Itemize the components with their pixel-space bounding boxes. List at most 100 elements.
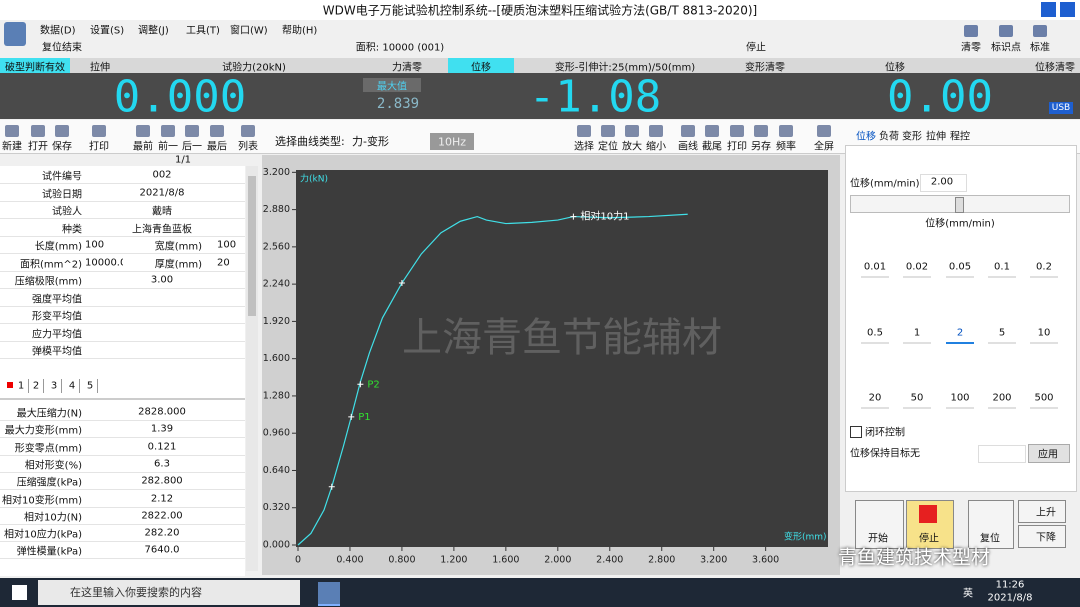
tool-button[interactable]: 另存: [751, 141, 771, 153]
channel-label[interactable]: 变形-引伸计:25(mm)/50(mm): [554, 62, 696, 74]
toolbar-button[interactable]: 保存: [52, 141, 72, 153]
tool-icon[interactable]: [964, 25, 978, 37]
speed-preset[interactable]: 2: [956, 327, 964, 339]
tool-button[interactable]: 画线: [678, 141, 698, 153]
channel-label[interactable]: 位移清零: [1035, 62, 1075, 74]
start-button[interactable]: [855, 500, 904, 549]
tool-button[interactable]: 打印: [727, 141, 747, 153]
result-tab[interactable]: 4: [68, 380, 76, 392]
toolbar-icon[interactable]: [185, 125, 199, 137]
toolbar-button[interactable]: 新建: [2, 141, 22, 153]
toolbar-icon[interactable]: [754, 125, 768, 137]
nav-button[interactable]: 最前: [133, 141, 153, 153]
control-tab[interactable]: 位移: [856, 131, 876, 143]
channel-label[interactable]: 试验力(20kN): [222, 62, 286, 74]
tool-icon[interactable]: [1033, 25, 1047, 37]
menu-item[interactable]: 帮助(H): [282, 25, 318, 37]
tool-button[interactable]: 频率: [776, 141, 796, 153]
nav-button[interactable]: 后一: [182, 141, 202, 153]
toolbar-icon[interactable]: [705, 125, 719, 137]
toolbar-button[interactable]: 打开: [28, 141, 48, 153]
start-button[interactable]: [12, 585, 27, 600]
toolbar-icon[interactable]: [779, 125, 793, 137]
toolbar-icon[interactable]: [92, 125, 106, 137]
speed-preset[interactable]: 0.02: [905, 261, 929, 273]
toolbar-button[interactable]: 打印: [89, 141, 109, 153]
apply-button[interactable]: [1028, 444, 1070, 463]
channel-label[interactable]: 力清零: [392, 62, 422, 74]
channel-label[interactable]: 位移: [885, 62, 905, 74]
channel-label[interactable]: 变形清零: [745, 62, 785, 74]
control-tab[interactable]: 拉伸: [926, 131, 946, 143]
speed-preset[interactable]: 50: [910, 392, 924, 404]
toolbar-icon[interactable]: [210, 125, 224, 137]
toolbar-icon[interactable]: [5, 125, 19, 137]
speed-preset[interactable]: 20: [868, 392, 882, 404]
tool-button[interactable]: 定位: [598, 141, 618, 153]
taskbar-app[interactable]: [318, 582, 340, 606]
up-button[interactable]: [1018, 500, 1066, 523]
toolbar-icon[interactable]: [649, 125, 663, 137]
slider[interactable]: [850, 195, 1070, 213]
loop-label[interactable]: 闭环控制: [865, 427, 905, 439]
menu-item[interactable]: 工具(T): [186, 25, 220, 37]
top-tool[interactable]: 标准: [1030, 42, 1050, 54]
top-tool[interactable]: 标识点: [991, 42, 1021, 54]
list-button[interactable]: 列表: [238, 141, 258, 153]
search-box[interactable]: [38, 580, 300, 605]
speed-preset[interactable]: 0.5: [867, 327, 883, 339]
toolbar-icon[interactable]: [55, 125, 69, 137]
result-tab[interactable]: 5: [86, 380, 94, 392]
channel-label[interactable]: 拉伸: [90, 62, 110, 74]
reset-button[interactable]: [968, 500, 1014, 549]
nav-button[interactable]: 前一: [158, 141, 178, 153]
tool-button[interactable]: 选择: [574, 141, 594, 153]
speed-preset[interactable]: 10: [1037, 327, 1051, 339]
tool-icon[interactable]: [999, 25, 1013, 37]
menu-item[interactable]: 数据(D): [40, 25, 76, 37]
control-tab[interactable]: 程控: [950, 131, 970, 143]
result-tab[interactable]: 1: [17, 380, 25, 392]
scrollbar[interactable]: [246, 166, 258, 571]
speed-preset[interactable]: 0.2: [1036, 261, 1052, 273]
toolbar-icon[interactable]: [625, 125, 639, 137]
toolbar-icon[interactable]: [577, 125, 591, 137]
speed-preset[interactable]: 0.1: [994, 261, 1010, 273]
curve-type[interactable]: 力-变形: [352, 135, 389, 148]
loop-checkbox[interactable]: [850, 426, 862, 438]
toolbar-icon[interactable]: [31, 125, 45, 137]
toolbar-icon[interactable]: [161, 125, 175, 137]
toolbar-icon[interactable]: [681, 125, 695, 137]
top-tool[interactable]: 清零: [961, 42, 981, 54]
result-tab[interactable]: 3: [50, 380, 58, 392]
maximize-button[interactable]: [1060, 2, 1075, 17]
nav-button[interactable]: 最后: [207, 141, 227, 153]
control-tab[interactable]: 变形: [902, 131, 922, 143]
menu-item[interactable]: 调整(J): [138, 25, 169, 37]
speed-preset[interactable]: 5: [998, 327, 1006, 339]
speed-preset[interactable]: 100: [950, 392, 970, 404]
tool-button[interactable]: 缩小: [646, 141, 666, 153]
toolbar-icon[interactable]: [601, 125, 615, 137]
menu-item[interactable]: 窗口(W): [230, 25, 268, 37]
toolbar-icon[interactable]: [241, 125, 255, 137]
result-tab[interactable]: 2: [32, 380, 40, 392]
toolbar-icon[interactable]: [136, 125, 150, 137]
tool-button[interactable]: 放大: [622, 141, 642, 153]
menu-item[interactable]: 设置(S): [90, 25, 125, 37]
speed-input[interactable]: [920, 174, 967, 192]
toolbar-icon[interactable]: [730, 125, 744, 137]
speed-preset[interactable]: 1: [913, 327, 921, 339]
channel-label[interactable]: 破型判断有效: [5, 62, 65, 74]
toolbar-icon[interactable]: [817, 125, 831, 137]
speed-preset[interactable]: 200: [992, 392, 1012, 404]
minimize-button[interactable]: [1041, 2, 1056, 17]
tool-button[interactable]: 全屏: [814, 141, 834, 153]
hold-input[interactable]: [978, 445, 1026, 463]
speed-preset[interactable]: 500: [1034, 392, 1054, 404]
tool-button[interactable]: 截尾: [702, 141, 722, 153]
control-tab[interactable]: 负荷: [879, 131, 899, 143]
speed-preset[interactable]: 0.05: [948, 261, 972, 273]
speed-preset[interactable]: 0.01: [863, 261, 887, 273]
down-button[interactable]: [1018, 525, 1066, 548]
